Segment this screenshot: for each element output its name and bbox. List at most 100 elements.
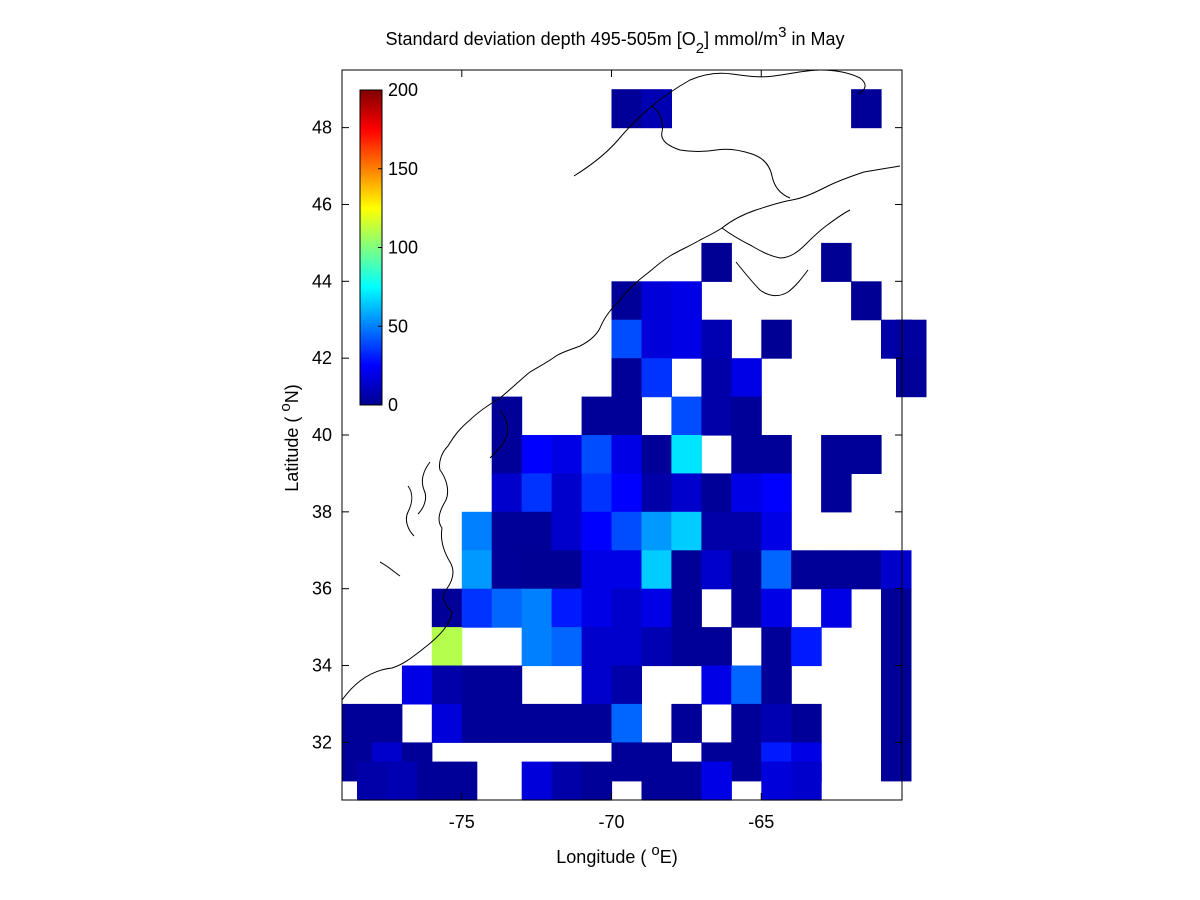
y-axis-ticks: 32 34 36 38 40 42 44 46 48 [312, 118, 902, 752]
heatmap-cell [701, 627, 732, 667]
heatmap-cell [551, 550, 583, 590]
colorbar-tick-label: 50 [388, 316, 408, 336]
colorbar-tick-label: 0 [388, 395, 398, 415]
colorbar-tick-label: 150 [388, 159, 418, 179]
heatmap-cell [386, 761, 418, 801]
heatmap-cell [641, 435, 672, 474]
heatmap-cell [791, 761, 822, 801]
y-axis-label: Latitude ( oN) [277, 384, 302, 491]
x-axis-ticks: -75 -70 -65 [449, 70, 774, 832]
heatmap-cell [461, 665, 493, 705]
y-tick-label: 36 [312, 579, 332, 599]
heatmap-cell [671, 473, 702, 513]
heatmap-cell [671, 511, 702, 551]
heatmap-cell [521, 511, 553, 551]
heatmap-cell [491, 550, 523, 590]
heatmap-cell [581, 473, 613, 513]
y-tick-label: 38 [312, 502, 332, 522]
heatmap-cell [416, 761, 448, 801]
x-tick-label: -65 [748, 812, 774, 832]
heatmap-cell [791, 627, 822, 667]
x-axis-label: Longitude ( oE) [556, 842, 677, 867]
heatmap-cell [581, 665, 613, 705]
heatmap-cell [791, 703, 822, 743]
heatmap-cell [671, 588, 702, 628]
heatmap-cell [731, 703, 762, 743]
heatmap-cell [551, 435, 583, 474]
heatmap-cell [701, 242, 732, 282]
heatmap-cell [551, 761, 583, 801]
y-tick-label: 46 [312, 194, 332, 214]
heatmap-cell [371, 703, 403, 743]
heatmap-cell [431, 588, 463, 628]
y-tick-label: 40 [312, 425, 332, 445]
heatmap-cell [851, 435, 882, 474]
heatmap-cell [551, 473, 583, 513]
heatmap-cell [701, 473, 732, 513]
heatmap-cell [881, 550, 912, 590]
y-tick-label: 48 [312, 118, 332, 138]
colorbar-ticks: 0 50 100 150 200 [378, 80, 418, 415]
heatmap-cell [641, 761, 672, 801]
heatmap-cell [342, 703, 373, 743]
heatmap-cell [701, 665, 732, 705]
colorbar-tick-label: 100 [388, 238, 418, 258]
heatmap-cell [701, 358, 732, 398]
heatmap-cell [881, 665, 912, 705]
heatmap-cell [641, 511, 672, 551]
heatmap-cell [731, 396, 762, 436]
heatmap-cell [761, 761, 792, 801]
heatmap-cell [761, 473, 792, 513]
heatmap-cell [611, 89, 642, 129]
heatmap-cell [611, 627, 642, 667]
heatmap-cell [611, 281, 642, 321]
heatmap-cell [491, 511, 523, 551]
x-tick-label: -70 [599, 812, 625, 832]
heatmap-cell [551, 588, 583, 628]
heatmap-cell [701, 511, 732, 551]
heatmap-cell [581, 761, 613, 801]
heatmap-cell [881, 742, 912, 782]
heatmap-cell [461, 703, 493, 743]
heatmap-cell [731, 665, 762, 705]
heatmap-cell [896, 319, 927, 359]
heatmap-cell [671, 281, 702, 321]
heatmap-cell [641, 281, 672, 321]
heatmap-cell [851, 550, 882, 590]
heatmap-cell [611, 588, 642, 628]
heatmap-cell [581, 703, 613, 743]
heatmap-cell [761, 435, 792, 474]
heatmap-cell [461, 550, 493, 590]
heatmap-cell [731, 473, 762, 513]
heatmap-cell [761, 588, 792, 628]
heatmap-cell [761, 511, 792, 551]
heatmap-cell [701, 761, 732, 801]
y-tick-label: 42 [312, 348, 332, 368]
heatmap-cell [551, 511, 583, 551]
heatmap-cell [581, 435, 613, 474]
heatmap-cell [731, 742, 762, 782]
heatmap-cell [791, 550, 822, 590]
heatmap-cell [671, 703, 702, 743]
heatmap-cell [731, 550, 762, 590]
heatmap-cell [491, 588, 523, 628]
heatmap-cell [611, 703, 642, 743]
heatmap-cell [641, 627, 672, 667]
heatmap-cell [641, 588, 672, 628]
heatmap-cell [611, 742, 642, 782]
heatmap-cell [761, 319, 792, 359]
map-plot-area: -75 -70 -65 32 34 36 38 40 42 44 46 48 0 50 100 150 20… [312, 69, 927, 832]
heatmap-cell [701, 319, 732, 359]
heatmap-cell [461, 588, 493, 628]
heatmap-cell [761, 665, 792, 705]
heatmap-cell [521, 550, 553, 590]
x-tick-label: -75 [449, 812, 475, 832]
heatmap-cell [611, 473, 642, 513]
heatmap-cell [671, 319, 702, 359]
heatmap-cell [521, 761, 553, 801]
heatmap-cell [521, 703, 553, 743]
heatmap-cell [581, 396, 613, 436]
heatmap-cell [671, 627, 702, 667]
heatmap-cell [581, 627, 613, 667]
